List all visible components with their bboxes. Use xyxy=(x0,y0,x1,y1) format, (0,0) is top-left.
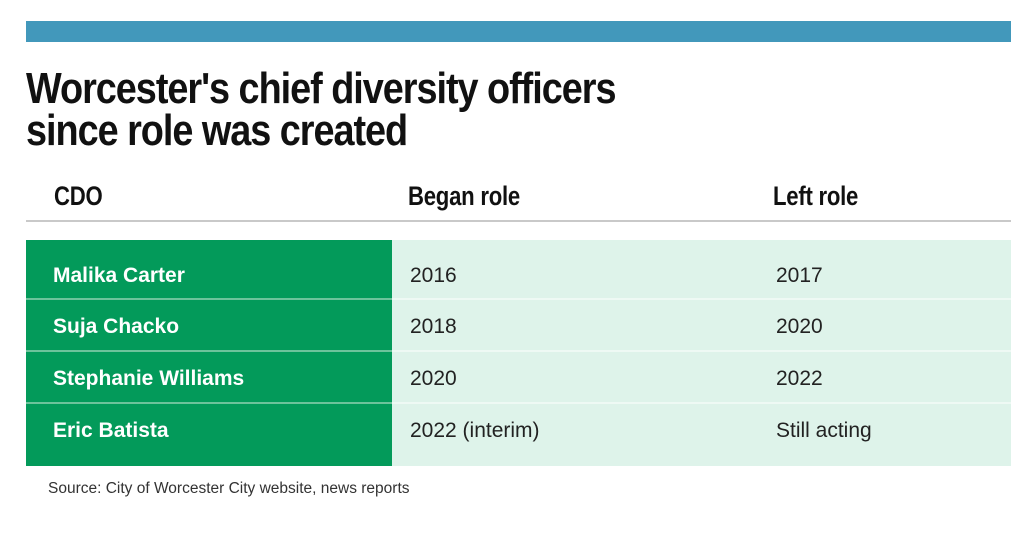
table-row: Stephanie Williams 2020 2022 xyxy=(26,352,1011,404)
cell-left-role: 2017 xyxy=(776,264,823,287)
cell-began-role: 2020 xyxy=(410,367,457,390)
cell-began-role: 2016 xyxy=(410,264,457,287)
source-note: Source: City of Worcester City website, … xyxy=(48,480,410,497)
title-line-1: Worcester's chief diversity officers xyxy=(26,64,616,113)
column-header-left-role: Left role xyxy=(773,181,859,211)
cell-cdo-name: Stephanie Williams xyxy=(53,367,245,390)
cell-began-role: 2022 (interim) xyxy=(410,419,540,442)
cell-cdo-name: Eric Batista xyxy=(53,419,169,442)
cell-left-role: 2022 xyxy=(776,367,823,390)
cdo-table: Malika Carter 2016 2017 Suja Chacko 2018… xyxy=(26,240,1011,466)
page-title: Worcester's chief diversity officers sin… xyxy=(26,67,616,155)
row-divider xyxy=(26,298,392,300)
column-header-cdo: CDO xyxy=(54,181,103,211)
cell-cdo-name: Malika Carter xyxy=(53,264,185,287)
column-header-began-role: Began role xyxy=(408,181,520,211)
cell-began-role: 2018 xyxy=(410,315,457,338)
header-accent-bar xyxy=(26,21,1011,42)
table-row: Suja Chacko 2018 2020 xyxy=(26,300,1011,352)
row-divider xyxy=(26,402,392,404)
row-divider xyxy=(26,350,392,352)
cell-left-role: 2020 xyxy=(776,315,823,338)
table-row: Malika Carter 2016 2017 xyxy=(26,240,1011,300)
table-row: Eric Batista 2022 (interim) Still acting xyxy=(26,404,1011,466)
cell-left-role: Still acting xyxy=(776,419,872,442)
cell-cdo-name: Suja Chacko xyxy=(53,315,180,338)
name-column-background xyxy=(26,240,392,466)
title-line-2: since role was created xyxy=(26,106,408,155)
table-header-row: CDO Began role Left role xyxy=(26,178,1011,222)
